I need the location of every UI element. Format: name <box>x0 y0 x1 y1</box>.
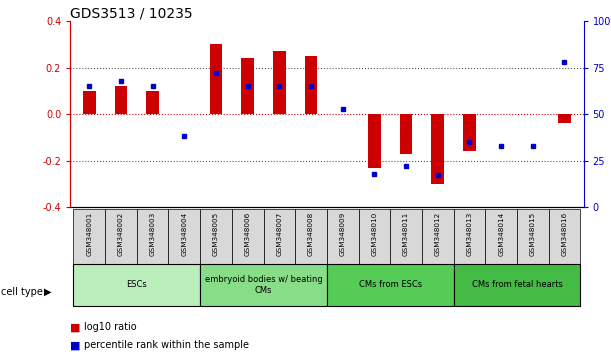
Bar <box>169 209 200 264</box>
Text: percentile rank within the sample: percentile rank within the sample <box>84 340 249 350</box>
Bar <box>263 209 295 264</box>
Text: GSM348005: GSM348005 <box>213 212 219 256</box>
Text: GSM348002: GSM348002 <box>118 212 124 256</box>
Bar <box>327 209 359 264</box>
Text: ■: ■ <box>70 340 81 350</box>
Bar <box>368 114 381 167</box>
Text: GSM348011: GSM348011 <box>403 212 409 256</box>
Text: log10 ratio: log10 ratio <box>84 322 137 332</box>
Bar <box>327 264 453 306</box>
Text: GSM348006: GSM348006 <box>244 212 251 256</box>
Bar <box>232 209 263 264</box>
Text: cell type: cell type <box>1 287 43 297</box>
Text: ESCs: ESCs <box>126 280 147 290</box>
Bar <box>73 209 105 264</box>
Text: GSM348009: GSM348009 <box>340 212 346 256</box>
Bar <box>359 209 390 264</box>
Bar <box>146 91 159 114</box>
Bar <box>83 91 95 114</box>
Text: GSM348007: GSM348007 <box>276 212 282 256</box>
Text: CMs from fetal hearts: CMs from fetal hearts <box>472 280 562 290</box>
Bar <box>558 114 571 124</box>
Bar <box>463 114 476 152</box>
Bar <box>200 264 327 306</box>
Bar <box>549 209 580 264</box>
Bar <box>273 51 286 114</box>
Bar <box>431 114 444 184</box>
Bar <box>400 114 412 154</box>
Text: GSM348015: GSM348015 <box>530 212 536 256</box>
Text: GSM348004: GSM348004 <box>181 212 188 256</box>
Bar <box>390 209 422 264</box>
Bar <box>422 209 453 264</box>
Text: embryoid bodies w/ beating
CMs: embryoid bodies w/ beating CMs <box>205 275 323 295</box>
Bar <box>485 209 517 264</box>
Bar <box>453 209 485 264</box>
Bar <box>105 209 137 264</box>
Text: GSM348014: GSM348014 <box>498 212 504 256</box>
Text: GSM348008: GSM348008 <box>308 212 314 256</box>
Text: GSM348010: GSM348010 <box>371 212 378 256</box>
Text: ▶: ▶ <box>44 287 51 297</box>
Text: CMs from ESCs: CMs from ESCs <box>359 280 422 290</box>
Bar <box>137 209 169 264</box>
Bar <box>200 209 232 264</box>
Bar <box>517 209 549 264</box>
Bar <box>210 45 222 114</box>
Text: GSM348016: GSM348016 <box>562 212 568 256</box>
Text: GSM348013: GSM348013 <box>466 212 472 256</box>
Bar <box>295 209 327 264</box>
Bar <box>241 58 254 114</box>
Text: ■: ■ <box>70 322 81 332</box>
Text: GSM348012: GSM348012 <box>435 212 441 256</box>
Text: GDS3513 / 10235: GDS3513 / 10235 <box>70 6 193 20</box>
Bar <box>453 264 580 306</box>
Bar <box>305 56 317 114</box>
Bar <box>115 86 127 114</box>
Bar <box>73 264 200 306</box>
Text: GSM348003: GSM348003 <box>150 212 156 256</box>
Text: GSM348001: GSM348001 <box>86 212 92 256</box>
